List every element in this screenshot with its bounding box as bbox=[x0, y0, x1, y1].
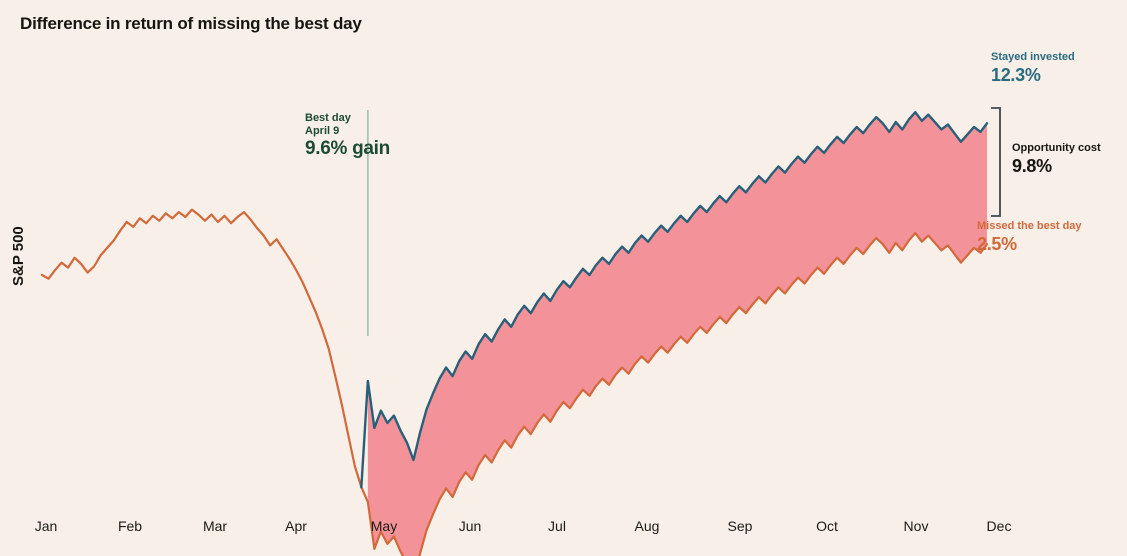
stayed-invested-label: Stayed invested bbox=[991, 51, 1075, 63]
opportunity-cost-bracket bbox=[991, 107, 1001, 217]
missed-best-day-value: 2.5% bbox=[977, 234, 1017, 254]
x-tick-mar: Mar bbox=[202, 518, 228, 534]
opportunity-cost-fill-area bbox=[367, 112, 987, 556]
x-tick-dec: Dec bbox=[986, 518, 1012, 534]
x-tick-feb: Feb bbox=[117, 518, 143, 534]
best-day-date: April 9 bbox=[305, 125, 340, 137]
x-tick-nov: Nov bbox=[903, 518, 929, 534]
annotation-opportunity-cost: Opportunity cost 9.8% bbox=[1012, 142, 1101, 177]
missed-best-day-label: Missed the best day bbox=[977, 220, 1082, 232]
line-stayed-invested bbox=[360, 111, 989, 489]
x-tick-may: May bbox=[370, 518, 398, 534]
opportunity-cost-value: 9.8% bbox=[1012, 156, 1052, 176]
x-tick-sep: Sep bbox=[727, 518, 753, 534]
best-day-label: Best day bbox=[305, 112, 351, 124]
x-tick-jul: Jul bbox=[548, 518, 566, 534]
annotation-stayed-invested: Stayed invested 12.3% bbox=[991, 51, 1075, 86]
y-axis-label: S&P 500 bbox=[10, 226, 27, 286]
best-day-value: 9.6% gain bbox=[305, 138, 390, 159]
stayed-invested-value: 12.3% bbox=[991, 65, 1041, 85]
x-tick-aug: Aug bbox=[634, 518, 660, 534]
annotation-best-day: Best day April 9 9.6% gain bbox=[305, 112, 390, 160]
opportunity-cost-label: Opportunity cost bbox=[1012, 142, 1101, 154]
x-tick-jun: Jun bbox=[458, 518, 482, 534]
x-tick-apr: Apr bbox=[285, 518, 307, 534]
line-missed-best-day bbox=[40, 208, 989, 556]
x-tick-oct: Oct bbox=[816, 518, 838, 534]
x-tick-jan: Jan bbox=[34, 518, 58, 534]
annotation-missed-best-day: Missed the best day 2.5% bbox=[977, 220, 1082, 255]
page-title: Difference in return of missing the best… bbox=[20, 14, 362, 33]
